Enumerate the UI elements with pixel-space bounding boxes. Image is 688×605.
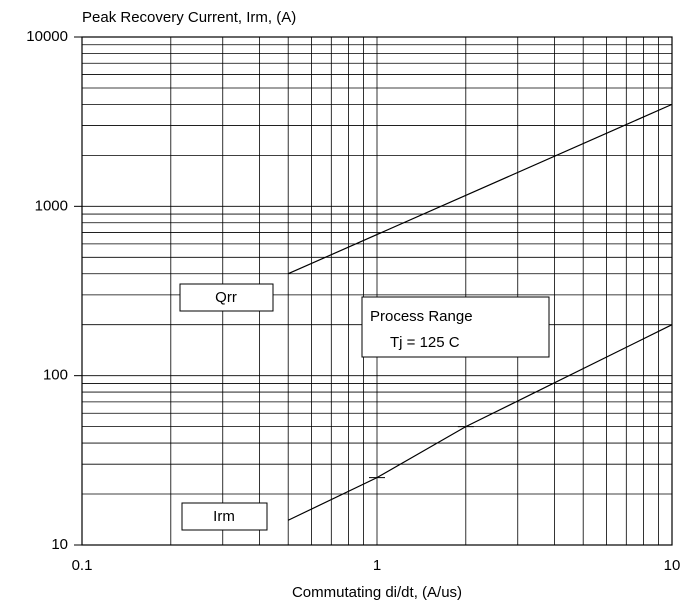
annotation-box bbox=[361, 296, 550, 358]
x-tick-label: 10 bbox=[664, 557, 681, 574]
y-tick-label: 10 bbox=[51, 536, 68, 553]
annotation: Process Range bbox=[370, 308, 473, 325]
plot-frame bbox=[81, 36, 673, 546]
y-tick-label: 1000 bbox=[35, 197, 68, 214]
x-tick-label: 0.1 bbox=[72, 557, 93, 574]
x-tick-label: 1 bbox=[373, 557, 381, 574]
x-axis-label: Commutating di/dt, (A/us) bbox=[292, 584, 462, 601]
chart-title: Peak Recovery Current, Irm, (A) bbox=[82, 9, 296, 26]
series-line bbox=[287, 103, 673, 275]
series-label: Qrr bbox=[215, 289, 237, 306]
y-tick-label: 100 bbox=[43, 367, 68, 384]
series-line bbox=[287, 324, 673, 521]
y-tick-label: 10000 bbox=[26, 28, 68, 45]
annotation: Tj = 125 C bbox=[390, 334, 460, 351]
series-label: Irm bbox=[213, 508, 235, 525]
label-box bbox=[181, 502, 268, 531]
label-box bbox=[179, 283, 274, 312]
